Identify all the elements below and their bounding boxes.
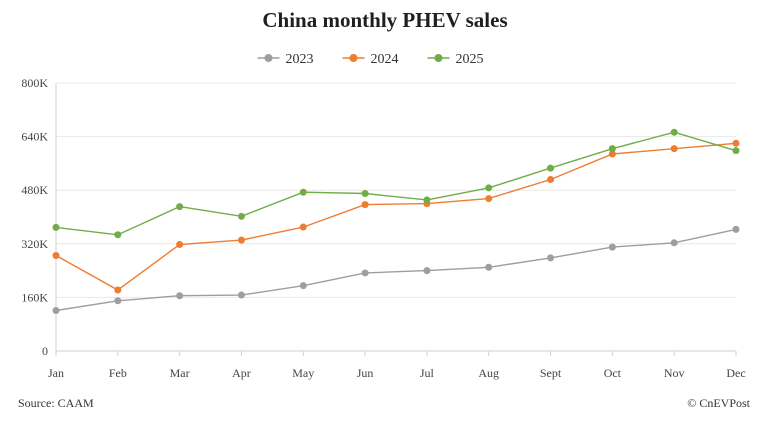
data-point-2023-Jan[interactable]: [52, 306, 60, 314]
data-point-2024-Apr[interactable]: [237, 236, 245, 244]
legend-item-2025[interactable]: 2025: [427, 52, 484, 67]
source-note: Source: CAAM: [18, 396, 94, 410]
data-point-2025-Feb[interactable]: [114, 231, 122, 239]
data-point-2025-Aug[interactable]: [485, 184, 493, 192]
x-tick-label: Jan: [48, 366, 64, 380]
x-tick-label: Jun: [357, 366, 374, 380]
legend-swatch-marker: [434, 54, 443, 62]
y-tick-label: 800K: [21, 76, 48, 90]
legend-swatch-marker: [264, 54, 273, 62]
legend-swatch-marker: [349, 54, 358, 62]
data-point-2024-Jun[interactable]: [361, 201, 369, 209]
y-axis: 0 160K 320K 480K 640K 800K: [21, 76, 57, 358]
legend-item-2024[interactable]: 2024: [342, 52, 399, 67]
credit-note: © CnEVPost: [687, 396, 750, 410]
x-tick-label: Nov: [664, 366, 685, 380]
x-tick-label: Apr: [232, 366, 251, 380]
data-point-2025-May[interactable]: [299, 188, 307, 196]
data-point-2025-Mar[interactable]: [176, 203, 184, 211]
data-point-2024-Aug[interactable]: [485, 195, 493, 203]
data-point-2023-Jun[interactable]: [361, 269, 369, 277]
series-2023: [52, 225, 740, 314]
data-point-2023-Jul[interactable]: [423, 267, 431, 275]
data-point-2023-May[interactable]: [299, 282, 307, 290]
x-tick-label: Jul: [420, 366, 435, 380]
x-axis: Jan Feb Mar Apr May Jun Jul Aug Sept Oct Nov Dec: [48, 350, 746, 380]
y-tick-label: 160K: [21, 290, 48, 304]
data-point-2023-Apr[interactable]: [237, 291, 245, 299]
legend-label: 2024: [371, 52, 399, 67]
data-point-2023-Sept[interactable]: [547, 254, 555, 262]
data-point-2024-Oct[interactable]: [608, 150, 616, 158]
data-point-2024-Mar[interactable]: [176, 240, 184, 248]
data-point-2023-Mar[interactable]: [176, 292, 184, 300]
data-point-2025-Jun[interactable]: [361, 190, 369, 198]
data-point-2025-Dec[interactable]: [732, 147, 740, 155]
data-point-2023-Feb[interactable]: [114, 297, 122, 305]
data-point-2023-Oct[interactable]: [608, 243, 616, 251]
data-point-2025-Nov[interactable]: [670, 128, 678, 136]
data-point-2023-Nov[interactable]: [670, 239, 678, 247]
series-2025: [52, 128, 740, 239]
legend: 2023 2024 2025: [257, 52, 484, 67]
data-point-2025-Apr[interactable]: [237, 212, 245, 220]
data-point-2025-Sept[interactable]: [547, 164, 555, 172]
series-layer: [52, 128, 740, 314]
y-tick-label: 640K: [21, 130, 48, 144]
data-point-2025-Jul[interactable]: [423, 196, 431, 204]
x-tick-label: Aug: [478, 366, 499, 380]
series-2024: [52, 139, 740, 294]
series-line-2025: [55, 131, 737, 236]
data-point-2024-Nov[interactable]: [670, 145, 678, 153]
y-tick-label: 480K: [21, 183, 48, 197]
legend-label: 2023: [286, 52, 314, 67]
y-tick-label: 320K: [21, 237, 48, 251]
x-tick-label: Dec: [726, 366, 745, 380]
series-line-2024: [55, 142, 737, 291]
x-tick-label: Oct: [604, 366, 622, 380]
grid: [56, 82, 736, 298]
data-point-2025-Oct[interactable]: [608, 145, 616, 153]
data-point-2023-Dec[interactable]: [732, 225, 740, 233]
chart-title: China monthly PHEV sales: [262, 8, 507, 32]
y-tick-label: 0: [42, 344, 48, 358]
x-tick-label: Feb: [109, 366, 127, 380]
data-point-2023-Aug[interactable]: [485, 263, 493, 271]
data-point-2024-May[interactable]: [299, 223, 307, 231]
data-point-2024-Sept[interactable]: [547, 175, 555, 183]
x-tick-label: May: [292, 366, 314, 380]
data-point-2025-Jan[interactable]: [52, 223, 60, 231]
legend-item-2023[interactable]: 2023: [257, 52, 314, 67]
data-point-2024-Jan[interactable]: [52, 252, 60, 260]
x-tick-label: Mar: [170, 366, 190, 380]
series-line-2023: [55, 228, 737, 312]
x-tick-label: Sept: [540, 366, 562, 380]
legend-label: 2025: [456, 52, 484, 67]
data-point-2024-Feb[interactable]: [114, 286, 122, 294]
data-point-2024-Dec[interactable]: [732, 139, 740, 147]
